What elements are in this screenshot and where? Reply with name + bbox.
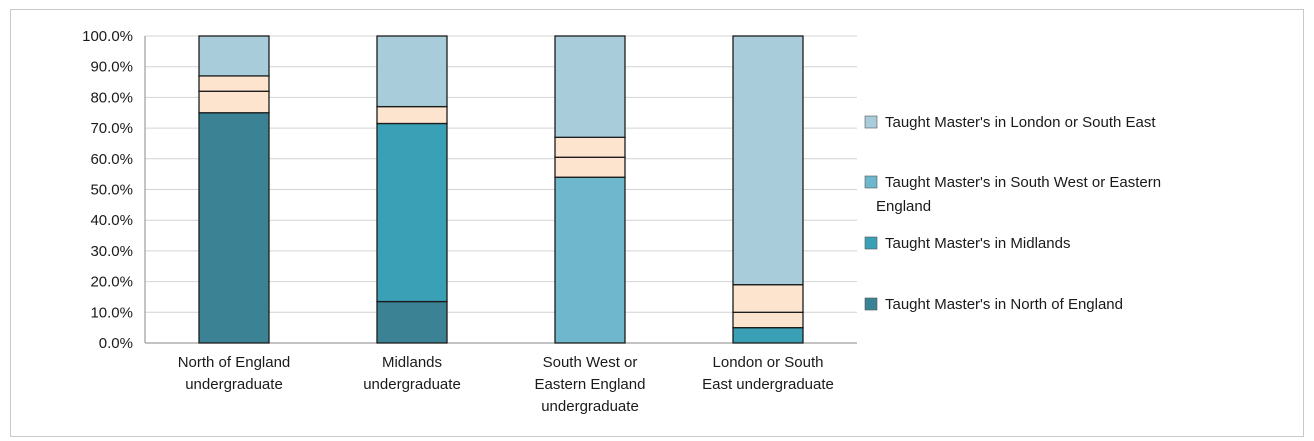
bar-segment — [554, 156, 626, 178]
y-tick-label: 30.0% — [90, 243, 133, 260]
bar-segment — [732, 284, 804, 313]
y-tick-label: 100.0% — [82, 28, 133, 45]
legend-label: Taught Master's in North of England — [885, 296, 1123, 313]
y-tick-label: 80.0% — [90, 89, 133, 106]
bar-segment — [376, 122, 448, 303]
y-tick-label: 50.0% — [90, 182, 133, 199]
x-category-label: North of England undergraduate — [178, 354, 291, 393]
bar-segment — [732, 311, 804, 329]
legend-label: Taught Master's in South West or Eastern… — [876, 174, 1161, 215]
bar-segment — [198, 35, 270, 77]
legend-swatch — [864, 297, 878, 311]
y-tick-label: 40.0% — [90, 212, 133, 229]
y-tick-label: 70.0% — [90, 120, 133, 137]
bar-segment — [376, 105, 448, 125]
legend-label: Taught Master's in London or South East — [885, 114, 1156, 131]
legend-swatch — [864, 175, 878, 189]
bar-segment — [554, 176, 626, 344]
bar-segment — [376, 35, 448, 108]
bar-segment — [554, 136, 626, 158]
y-tick-label: 20.0% — [90, 274, 133, 291]
bar-segment — [732, 326, 804, 344]
bar-segment — [554, 35, 626, 138]
bar-segment — [376, 300, 448, 344]
legend-swatch — [864, 115, 878, 129]
x-category-label: Midlands undergraduate — [363, 354, 461, 393]
bar-segment — [198, 90, 270, 114]
x-category-label: London or South East undergraduate — [702, 354, 834, 393]
y-tick-label: 0.0% — [99, 335, 133, 352]
bar-segment — [732, 35, 804, 286]
y-tick-label: 10.0% — [90, 304, 133, 321]
bar-segment — [198, 75, 270, 92]
legend-label: Taught Master's in Midlands — [885, 235, 1070, 252]
y-tick-label: 90.0% — [90, 59, 133, 76]
legend-swatch — [864, 236, 878, 250]
x-category-label: South West or Eastern England undergraduat… — [535, 354, 646, 415]
bar-segment — [198, 112, 270, 344]
y-tick-label: 60.0% — [90, 151, 133, 168]
